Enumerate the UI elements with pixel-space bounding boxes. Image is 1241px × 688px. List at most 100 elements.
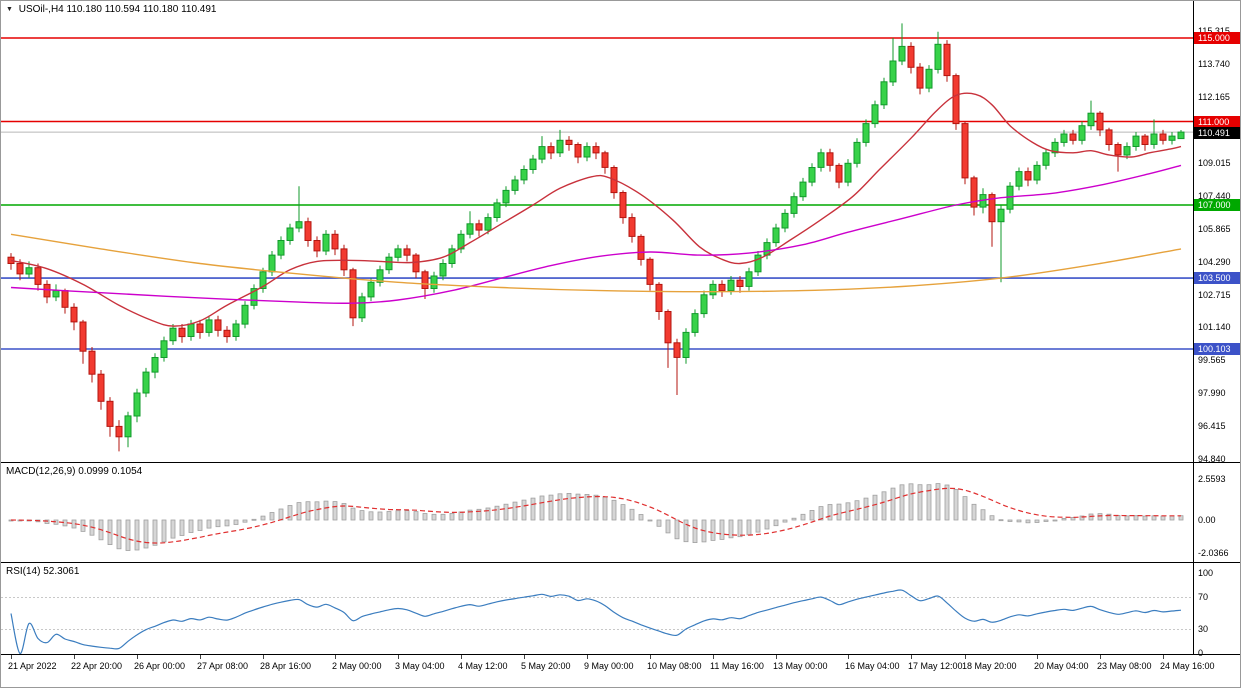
price-axis-tick: 94.840 xyxy=(1198,454,1226,464)
candle-body xyxy=(988,194,996,223)
macd-histogram-bar xyxy=(611,499,617,521)
macd-histogram-bar xyxy=(287,505,293,521)
macd-histogram-bar xyxy=(368,511,374,521)
macd-histogram-bar xyxy=(395,510,401,521)
panel-separator[interactable] xyxy=(1,462,1240,463)
macd-histogram-bar xyxy=(377,511,383,521)
candle-body xyxy=(1150,133,1158,145)
macd-histogram-bar xyxy=(386,511,392,521)
candle-body xyxy=(880,81,888,106)
candle-body xyxy=(1078,125,1086,141)
time-axis-label: 24 May 16:00 xyxy=(1160,661,1215,671)
macd-histogram-bar xyxy=(692,519,698,544)
macd-histogram-bar xyxy=(1079,515,1085,521)
macd-axis-tick: 0.00 xyxy=(1198,515,1216,525)
macd-histogram-bar xyxy=(188,519,194,533)
macd-histogram-bar xyxy=(233,519,239,525)
macd-histogram-bar xyxy=(1043,519,1049,522)
macd-histogram-bar xyxy=(413,511,419,521)
macd-histogram-bar xyxy=(818,506,824,521)
macd-histogram-bar xyxy=(782,519,788,523)
candle-body xyxy=(745,271,753,287)
macd-histogram-bar xyxy=(773,519,779,527)
macd-histogram-bar xyxy=(836,503,842,521)
rsi-panel[interactable] xyxy=(1,563,1193,654)
symbol-dropdown-icon[interactable]: ▼ xyxy=(6,6,13,13)
time-axis-label: 18 May 20:00 xyxy=(962,661,1017,671)
candle-body xyxy=(1033,164,1041,181)
macd-histogram-bar xyxy=(1061,518,1067,521)
candle-body xyxy=(385,256,393,271)
candle-body xyxy=(376,269,384,283)
macd-histogram-bar xyxy=(1160,515,1166,521)
candle-body xyxy=(565,139,573,146)
candle-body xyxy=(1060,133,1068,143)
candle-body xyxy=(214,319,222,331)
candle-body xyxy=(601,152,609,168)
macd-histogram-bar xyxy=(926,484,932,521)
candle-body xyxy=(1006,185,1014,210)
candle-body xyxy=(916,66,924,89)
candle-body xyxy=(538,146,546,160)
macd-histogram-bar xyxy=(359,510,365,521)
time-axis-label: 16 May 04:00 xyxy=(845,661,900,671)
candle-body xyxy=(1177,131,1185,140)
macd-histogram-bar xyxy=(1151,515,1157,521)
ma-mid-line xyxy=(10,164,1182,304)
time-axis-tick xyxy=(137,655,138,659)
candle-body xyxy=(691,313,699,333)
candle-body xyxy=(862,123,870,143)
time-axis-tick xyxy=(1100,655,1101,659)
rsi-axis-tick: 70 xyxy=(1198,592,1209,602)
price-axis-tick: 101.140 xyxy=(1198,322,1231,332)
macd-histogram-bar xyxy=(179,519,185,536)
macd-histogram-bar xyxy=(215,519,221,528)
macd-histogram-bar xyxy=(1034,519,1040,523)
macd-histogram-bar xyxy=(953,489,959,521)
macd-histogram-bar xyxy=(458,511,464,521)
macd-histogram-bar xyxy=(800,513,806,521)
macd-histogram-bar xyxy=(242,519,248,523)
macd-histogram-bar xyxy=(737,519,743,538)
candle-body xyxy=(151,357,159,373)
time-axis-tick xyxy=(911,655,912,659)
macd-histogram-bar xyxy=(1016,519,1022,523)
time-axis-label: 2 May 00:00 xyxy=(332,661,382,671)
macd-histogram-bar xyxy=(575,493,581,521)
candle-body xyxy=(1168,135,1176,141)
candle-body xyxy=(241,304,249,325)
time-axis-tick xyxy=(398,655,399,659)
macd-histogram-bar xyxy=(521,499,527,521)
candle-body xyxy=(457,233,465,250)
time-axis[interactable]: 21 Apr 2022 22 Apr 20:00 26 Apr 00:00 27 Ap… xyxy=(1,655,1240,687)
macd-histogram-bar xyxy=(881,491,887,521)
macd-histogram-bar xyxy=(278,508,284,521)
candle-body xyxy=(187,323,195,337)
main-price-chart[interactable] xyxy=(1,1,1193,462)
chart-title: ▼ USOil-,H4 110.180 110.594 110.180 110.… xyxy=(6,4,216,15)
macd-histogram-bar xyxy=(44,519,50,524)
price-axis-tick: 105.865 xyxy=(1198,224,1231,234)
candle-body xyxy=(646,258,654,285)
macd-histogram-bar xyxy=(728,519,734,539)
macd-panel[interactable] xyxy=(1,463,1193,562)
macd-histogram-bar xyxy=(971,503,977,521)
candle-body xyxy=(52,290,60,298)
candle-body xyxy=(79,321,87,352)
panel-separator[interactable] xyxy=(1,562,1240,563)
candle-body xyxy=(583,146,591,158)
macd-histogram-bar xyxy=(206,519,212,529)
candle-body xyxy=(403,248,411,256)
candle-body xyxy=(475,223,483,231)
macd-histogram-bar xyxy=(827,504,833,521)
price-axis[interactable]: 115.315113.740112.165110.590109.015107.4… xyxy=(1193,1,1240,658)
macd-histogram-bar xyxy=(260,515,266,521)
candle-body xyxy=(655,283,663,312)
rsi-axis-tick: 30 xyxy=(1198,624,1209,634)
macd-indicator-label: MACD(12,26,9) 0.0999 0.1054 xyxy=(6,466,142,477)
macd-histogram-bar xyxy=(125,519,131,551)
macd-histogram-bar xyxy=(602,496,608,521)
macd-histogram-bar xyxy=(161,519,167,543)
candle-body xyxy=(673,342,681,358)
candle-body xyxy=(754,254,762,273)
